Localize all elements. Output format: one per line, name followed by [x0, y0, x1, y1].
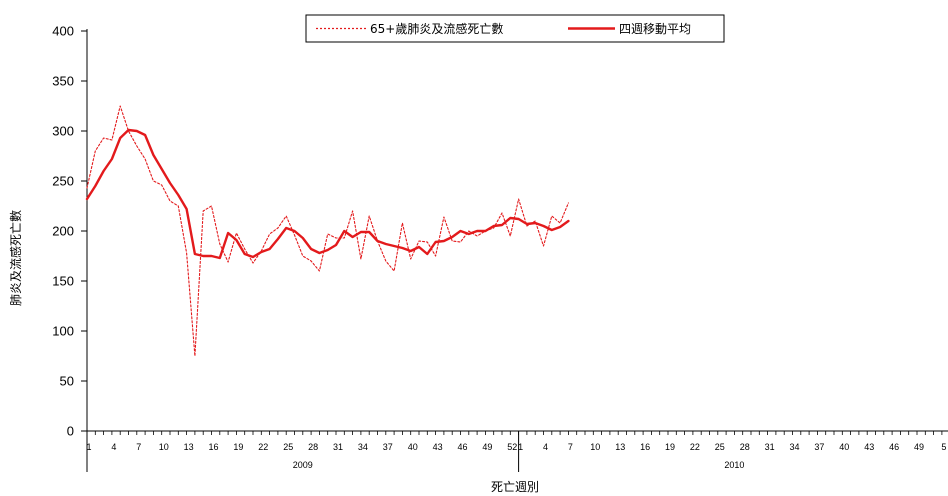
x-tick-label: 52	[507, 442, 517, 452]
x-tick-label: 5	[941, 442, 946, 452]
y-tick-label: 400	[52, 24, 74, 39]
series-layer	[85, 105, 570, 357]
x-tick-label: 19	[665, 442, 675, 452]
x-tick-label: 1	[86, 442, 91, 452]
x-tick-label: 28	[308, 442, 318, 452]
x-tick-label: 13	[615, 442, 625, 452]
y-tick-label: 250	[52, 174, 74, 189]
x-tick-label: 37	[814, 442, 824, 452]
x-tick-label: 43	[433, 442, 443, 452]
y-tick-label: 350	[52, 74, 74, 89]
x-tick-label: 34	[358, 442, 368, 452]
x-tick-label: 40	[408, 442, 418, 452]
series-raw-line	[86, 105, 569, 357]
year-label: 2009	[293, 460, 313, 470]
y-axis: 0 50 100 150 200 250 300 350 400	[52, 24, 88, 439]
x-tick-label: 22	[690, 442, 700, 452]
y-tick-label: 150	[52, 274, 74, 289]
x-tick-label: 49	[914, 442, 924, 452]
x-tick-label: 19	[233, 442, 243, 452]
legend: 65+歲肺炎及流感死亡數 四週移動平均	[305, 14, 725, 43]
y-axis-title: 肺炎及流感死亡數	[8, 210, 23, 306]
legend-box	[305, 14, 725, 43]
x-tick-label: 34	[789, 442, 799, 452]
x-tick-label: 16	[640, 442, 650, 452]
x-axis: 1 4 7 10 13 16 19 22 25 28 31 34 37 40 43 46 49 52 1 4 7 10 13…	[86, 430, 948, 472]
y-tick-label: 300	[52, 124, 74, 139]
year-label: 2010	[724, 460, 744, 470]
x-tick-label: 43	[864, 442, 874, 452]
x-tick-label: 22	[258, 442, 268, 452]
y-tick-label: 0	[67, 424, 74, 439]
legend-label-avg: 四週移動平均	[619, 22, 691, 36]
series-moving-average-line	[85, 128, 570, 260]
x-tick-label: 4	[543, 442, 548, 452]
x-tick-label: 25	[283, 442, 293, 452]
x-tick-label: 7	[568, 442, 573, 452]
x-tick-label: 46	[457, 442, 467, 452]
x-tick-label: 37	[383, 442, 393, 452]
y-tick-label: 200	[52, 224, 74, 239]
x-tick-label: 10	[159, 442, 169, 452]
x-tick-label: 1	[518, 442, 523, 452]
x-axis-title: 死亡週別	[491, 480, 539, 494]
x-tick-label: 49	[482, 442, 492, 452]
x-tick-label: 31	[765, 442, 775, 452]
x-tick-label: 25	[715, 442, 725, 452]
x-tick-label: 4	[111, 442, 116, 452]
y-tick-label: 100	[52, 324, 74, 339]
x-tick-label: 7	[136, 442, 141, 452]
x-tick-label: 16	[208, 442, 218, 452]
x-tick-label: 46	[889, 442, 899, 452]
x-tick-label: 28	[740, 442, 750, 452]
y-tick-label: 50	[60, 374, 74, 389]
x-tick-label: 40	[839, 442, 849, 452]
x-tick-label: 31	[333, 442, 343, 452]
x-tick-label: 10	[590, 442, 600, 452]
legend-label-raw: 65+歲肺炎及流感死亡數	[370, 21, 503, 36]
x-tick-label: 13	[184, 442, 194, 452]
